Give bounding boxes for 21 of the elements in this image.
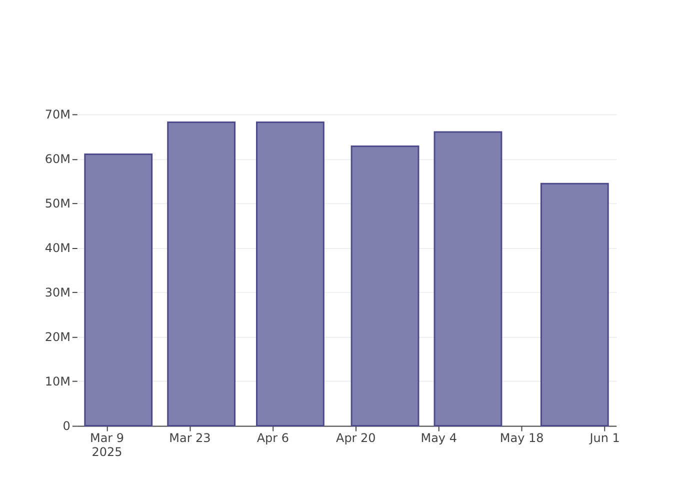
- y-tick-label: 40M: [44, 241, 70, 256]
- x-tick-label: May 4: [420, 431, 457, 446]
- bar: [167, 121, 236, 426]
- y-tick-label: 60M: [44, 152, 70, 166]
- bar: [434, 131, 502, 426]
- x-tick-label: May 18: [500, 431, 544, 446]
- y-tick-label: 20M: [44, 330, 70, 344]
- x-tick-label: Jun 1: [588, 431, 620, 446]
- x-tick-label: Apr 6: [256, 431, 290, 446]
- y-tick-label: 50M: [44, 196, 70, 211]
- x-tick-label: Mar 23: [169, 431, 211, 446]
- bar: [350, 145, 420, 426]
- bar: [84, 154, 153, 426]
- y-tick-label: 0: [62, 419, 70, 434]
- x-tick-label: Apr 20: [336, 431, 376, 446]
- x-tick-label: Mar 9 2025: [90, 431, 124, 460]
- y-tick-label: 30M: [44, 286, 70, 300]
- bar: [256, 121, 324, 426]
- y-tick-label: 70M: [44, 108, 70, 122]
- bar: [540, 182, 609, 426]
- y-tick-label: 10M: [44, 374, 70, 389]
